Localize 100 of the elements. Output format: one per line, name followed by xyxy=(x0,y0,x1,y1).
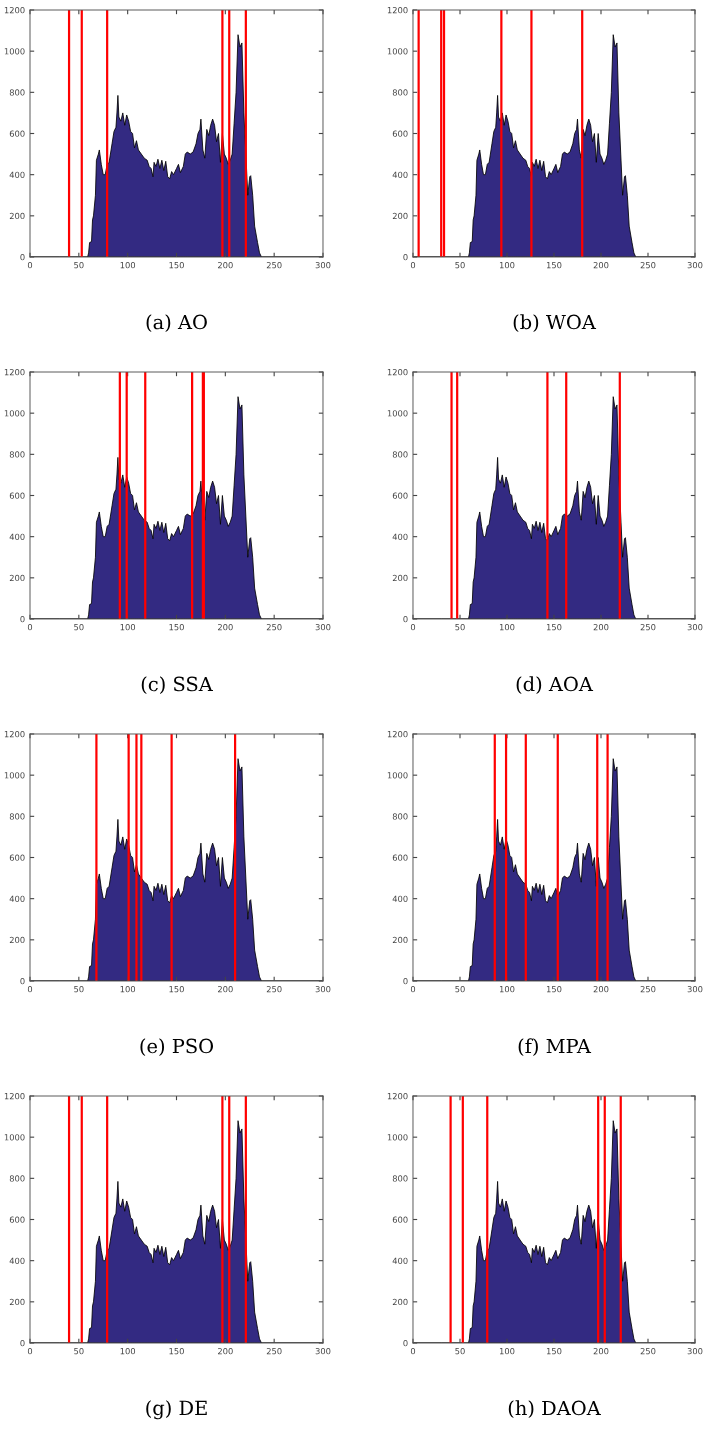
y-tick-label: 0 xyxy=(20,253,25,261)
y-tick-label: 1200 xyxy=(4,368,25,376)
y-tick-label: 600 xyxy=(9,1216,25,1223)
y-tick-label: 600 xyxy=(392,854,408,861)
x-tick-label: 150 xyxy=(169,1348,184,1355)
y-tick-label: 1000 xyxy=(4,48,25,55)
text: (e) PSO xyxy=(140,1038,214,1057)
y-tick-label: 600 xyxy=(392,130,408,137)
x-tick-label: 150 xyxy=(546,986,562,993)
x-tick-label: 150 xyxy=(169,624,184,631)
y-tick-label: 1200 xyxy=(387,6,408,14)
x-tick-label: 250 xyxy=(266,262,282,269)
text: (b) WOA xyxy=(513,314,597,333)
x-tick-label: 200 xyxy=(593,262,609,269)
x-tick-label: 300 xyxy=(315,624,331,631)
y-tick-label: 0 xyxy=(403,977,408,985)
y-tick-label: 200 xyxy=(392,936,408,944)
x-tick-label: 100 xyxy=(120,986,136,993)
text: (a) AO xyxy=(146,314,207,333)
y-tick-label: 0 xyxy=(403,1339,408,1347)
text: (d) AOA xyxy=(516,676,594,695)
x-tick-label: 0 xyxy=(410,986,416,993)
y-tick-label: 800 xyxy=(392,451,408,458)
y-tick-label: 1200 xyxy=(4,730,25,738)
y-tick-label: 400 xyxy=(392,533,408,540)
x-tick-label: 250 xyxy=(640,624,656,631)
y-tick-label: 600 xyxy=(9,492,25,499)
y-tick-label: 1000 xyxy=(4,772,25,779)
text: (c) SSA xyxy=(141,676,213,695)
y-tick-label: 1200 xyxy=(4,1092,25,1100)
y-tick-label: 0 xyxy=(20,615,25,623)
text: (g) DE xyxy=(146,1400,207,1420)
x-tick-label: 100 xyxy=(120,262,136,269)
y-tick-label: 200 xyxy=(392,574,408,582)
y-tick-label: 800 xyxy=(392,1175,408,1182)
y-tick-label: 1000 xyxy=(387,410,408,417)
y-tick-label: 0 xyxy=(20,1339,25,1347)
x-tick-label: 150 xyxy=(546,1348,562,1355)
x-tick-label: 0 xyxy=(410,262,416,269)
x-tick-label: 0 xyxy=(27,262,33,269)
y-tick-label: 800 xyxy=(392,89,408,96)
y-tick-label: 800 xyxy=(9,813,25,820)
x-tick-label: 300 xyxy=(687,262,703,269)
x-tick-label: 100 xyxy=(499,986,515,993)
text: (f) MPA xyxy=(518,1038,592,1057)
y-tick-label: 800 xyxy=(9,451,25,458)
x-tick-label: 250 xyxy=(266,1348,282,1355)
x-tick-label: 300 xyxy=(315,1348,331,1355)
x-tick-label: 50 xyxy=(455,986,465,993)
y-tick-label: 400 xyxy=(9,895,25,902)
x-tick-label: 250 xyxy=(266,986,282,993)
y-tick-label: 0 xyxy=(20,977,25,985)
x-tick-label: 200 xyxy=(593,624,609,631)
x-tick-label: 150 xyxy=(546,262,562,269)
x-tick-label: 50 xyxy=(455,1348,465,1355)
x-tick-label: 50 xyxy=(74,624,84,631)
text: (h) DAOA xyxy=(508,1400,601,1419)
y-tick-label: 400 xyxy=(392,895,408,902)
y-tick-label: 1200 xyxy=(387,730,408,738)
x-tick-label: 200 xyxy=(593,1348,609,1355)
y-tick-label: 0 xyxy=(403,253,408,261)
x-tick-label: 250 xyxy=(640,1348,656,1355)
y-tick-label: 200 xyxy=(9,936,25,944)
x-tick-label: 0 xyxy=(27,1348,33,1355)
y-tick-label: 200 xyxy=(392,212,408,220)
y-tick-label: 200 xyxy=(9,574,25,582)
y-tick-label: 600 xyxy=(392,492,408,499)
x-tick-label: 100 xyxy=(120,624,136,631)
x-tick-label: 300 xyxy=(687,624,703,631)
x-tick-label: 200 xyxy=(593,986,609,993)
x-tick-label: 300 xyxy=(687,986,703,993)
y-tick-label: 200 xyxy=(9,212,25,220)
x-tick-label: 200 xyxy=(217,262,233,269)
x-tick-label: 0 xyxy=(410,624,416,631)
x-tick-label: 50 xyxy=(74,262,84,269)
x-tick-label: 150 xyxy=(169,986,184,993)
y-tick-label: 600 xyxy=(9,854,25,861)
y-tick-label: 400 xyxy=(9,171,25,178)
x-tick-label: 250 xyxy=(640,262,656,269)
x-tick-label: 200 xyxy=(217,624,233,631)
x-tick-label: 50 xyxy=(455,624,465,631)
x-tick-label: 100 xyxy=(499,624,515,631)
x-tick-label: 100 xyxy=(499,262,515,269)
x-tick-label: 150 xyxy=(169,262,184,269)
y-tick-label: 0 xyxy=(403,615,408,623)
x-tick-label: 200 xyxy=(217,986,233,993)
y-tick-label: 400 xyxy=(9,533,25,540)
x-tick-label: 250 xyxy=(640,986,656,993)
x-tick-label: 150 xyxy=(546,624,562,631)
y-tick-label: 1200 xyxy=(387,368,408,376)
y-tick-label: 200 xyxy=(392,1298,408,1306)
x-tick-label: 300 xyxy=(315,262,331,269)
y-tick-label: 1000 xyxy=(4,1134,25,1141)
y-tick-label: 1200 xyxy=(387,1092,408,1100)
y-tick-label: 1000 xyxy=(387,772,408,779)
x-tick-label: 300 xyxy=(315,986,331,993)
y-tick-label: 1000 xyxy=(4,410,25,417)
x-tick-label: 200 xyxy=(217,1348,233,1355)
x-tick-label: 100 xyxy=(120,1348,136,1355)
y-tick-label: 200 xyxy=(9,1298,25,1306)
